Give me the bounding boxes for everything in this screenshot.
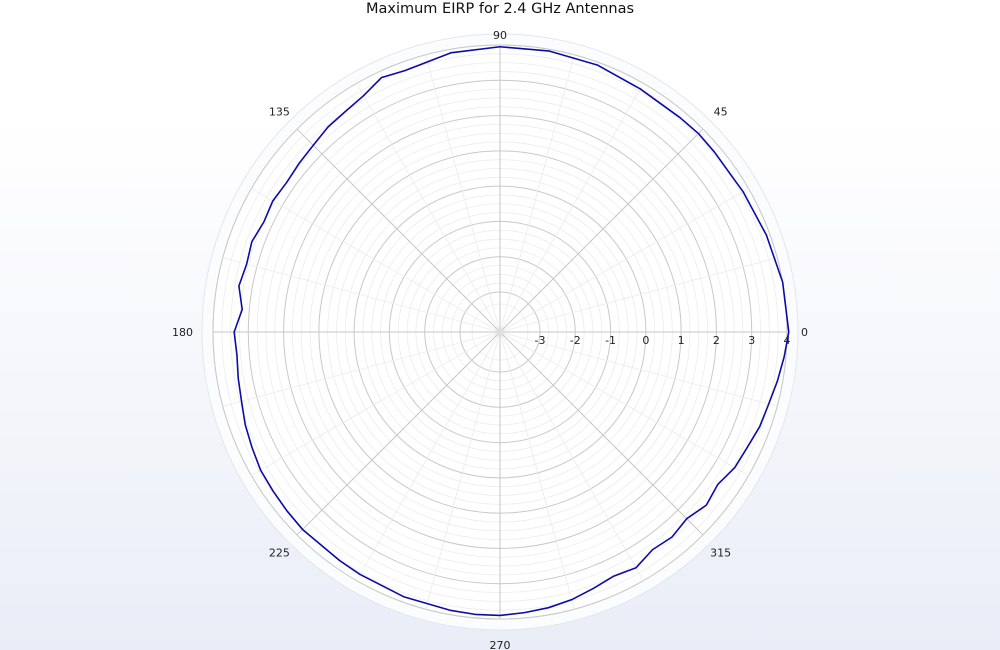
radial-tick-label: 2 <box>713 334 720 347</box>
minor-spoke <box>499 331 778 407</box>
minor-spoke <box>222 257 501 333</box>
minor-spoke <box>499 331 644 581</box>
minor-spoke <box>499 188 749 333</box>
angular-tick-label: 90 <box>493 29 507 42</box>
angular-tick-label: 0 <box>801 326 808 339</box>
radial-tick-label: -3 <box>535 334 546 347</box>
minor-spoke <box>499 331 749 476</box>
minor-spoke <box>499 257 778 333</box>
minor-spoke <box>499 54 575 333</box>
eirp-series-line <box>233 45 790 617</box>
minor-spoke <box>499 83 644 333</box>
chart-title: Maximum EIRP for 2.4 GHz Antennas <box>365 1 635 17</box>
major-spoke <box>499 128 704 333</box>
angular-tick-label: 180 <box>172 326 193 339</box>
minor-spoke <box>425 331 501 610</box>
minor-spoke <box>251 188 501 333</box>
radial-tick-label: -1 <box>605 334 616 347</box>
angular-tick-label: 45 <box>714 105 728 118</box>
angular-tick-labels: 0 45 90 135 180 225 270 315 <box>172 29 808 650</box>
angular-tick-label: 225 <box>269 547 290 560</box>
minor-spoke <box>499 331 575 610</box>
radial-tick-label: 3 <box>748 334 755 347</box>
minor-spoke <box>251 331 501 476</box>
angular-tick-label: 270 <box>490 639 511 650</box>
angular-spokes <box>213 45 787 619</box>
minor-spoke <box>425 54 501 333</box>
series-layer <box>233 45 790 617</box>
radial-tick-label: 1 <box>678 334 685 347</box>
angular-tick-label: 315 <box>710 547 731 560</box>
minor-spoke <box>356 83 501 333</box>
major-spoke <box>296 331 501 536</box>
angular-tick-label: 135 <box>269 105 290 118</box>
radial-tick-label: -2 <box>570 334 581 347</box>
major-spoke <box>499 331 704 536</box>
minor-spoke <box>222 331 501 407</box>
major-spoke <box>296 128 501 333</box>
radial-tick-label: 0 <box>642 334 649 347</box>
minor-spoke <box>356 331 501 581</box>
